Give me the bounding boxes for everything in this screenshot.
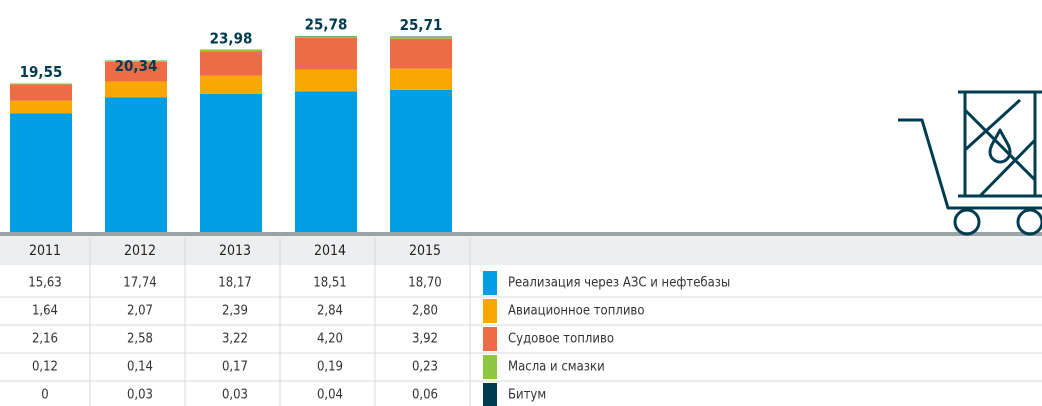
- table-value: 0,04: [317, 388, 343, 403]
- bar-segment: [200, 75, 262, 94]
- table-value: 0,12: [32, 360, 58, 375]
- bar-segment: [200, 51, 262, 76]
- bar-segment: [295, 37, 357, 70]
- bar-segment: [10, 83, 72, 85]
- table-value: 0,17: [222, 360, 248, 375]
- table-value: 2,80: [412, 304, 438, 319]
- table-value: 2,16: [32, 332, 58, 347]
- bar-segment: [105, 97, 167, 233]
- bar-segment: [200, 93, 262, 233]
- legend-swatch: [483, 327, 497, 351]
- bar-segment: [105, 60, 167, 62]
- table-value: 0,14: [127, 360, 153, 375]
- table-value: 0,06: [412, 388, 438, 403]
- total-label: 25,71: [400, 16, 443, 34]
- bar-segment: [390, 37, 452, 39]
- legend-swatch: [483, 355, 497, 379]
- baseline: [0, 232, 1042, 236]
- table-value: 0,03: [127, 388, 153, 403]
- bar-segment: [10, 113, 72, 232]
- table-value: 2,39: [222, 304, 248, 319]
- legend-label: Реализация через АЗС и нефтебазы: [508, 276, 730, 291]
- table-value: 4,20: [317, 332, 343, 347]
- x-tick-label: 2012: [124, 243, 156, 259]
- legend-swatch: [483, 299, 497, 323]
- table-value: 1,64: [32, 304, 58, 319]
- table-value: 0,23: [412, 360, 438, 375]
- bar-segment: [390, 68, 452, 90]
- bar-segment: [10, 100, 72, 114]
- table-value: 0,03: [222, 388, 248, 403]
- total-label: 19,55: [20, 63, 63, 81]
- x-tick-label: 2014: [314, 243, 346, 259]
- x-tick-label: 2015: [409, 243, 441, 259]
- icon-cart: [898, 90, 1042, 236]
- bar-segment: [105, 81, 167, 98]
- legend-swatch: [483, 271, 497, 295]
- x-tick-label: 2011: [29, 243, 61, 259]
- legend-label: Судовое топливо: [508, 332, 614, 347]
- table-value: 2,58: [127, 332, 153, 347]
- table-value: 3,92: [412, 332, 438, 347]
- legend-label: Битум: [508, 388, 546, 403]
- bar-segment: [390, 38, 452, 69]
- bar-segment: [200, 49, 262, 52]
- total-label: 25,78: [305, 16, 348, 34]
- legend-label: Авиационное топливо: [508, 304, 644, 319]
- table-value: 2,07: [127, 304, 153, 319]
- total-label: 20,34: [115, 57, 158, 75]
- x-tick-label: 2013: [219, 243, 251, 259]
- table-value: 0,19: [317, 360, 343, 375]
- header-band: [0, 236, 1042, 265]
- table-value: 18,70: [408, 276, 441, 291]
- bar-segment: [295, 36, 357, 38]
- bar-segment: [295, 69, 357, 92]
- bar-segment: [295, 91, 357, 232]
- table-value: 0: [41, 388, 48, 403]
- table-value: 15,63: [28, 276, 61, 291]
- table-value: 3,22: [222, 332, 248, 347]
- legend-swatch: [483, 383, 497, 406]
- total-label: 23,98: [210, 29, 253, 47]
- bar-segment: [105, 61, 167, 82]
- table-value: 2,84: [317, 304, 343, 319]
- table-value: 17,74: [123, 276, 156, 291]
- bar-segment: [390, 89, 452, 232]
- table-value: 18,51: [313, 276, 346, 291]
- bar-segment: [10, 84, 72, 101]
- legend-label: Масла и смазки: [508, 360, 605, 375]
- table-value: 18,17: [218, 276, 251, 291]
